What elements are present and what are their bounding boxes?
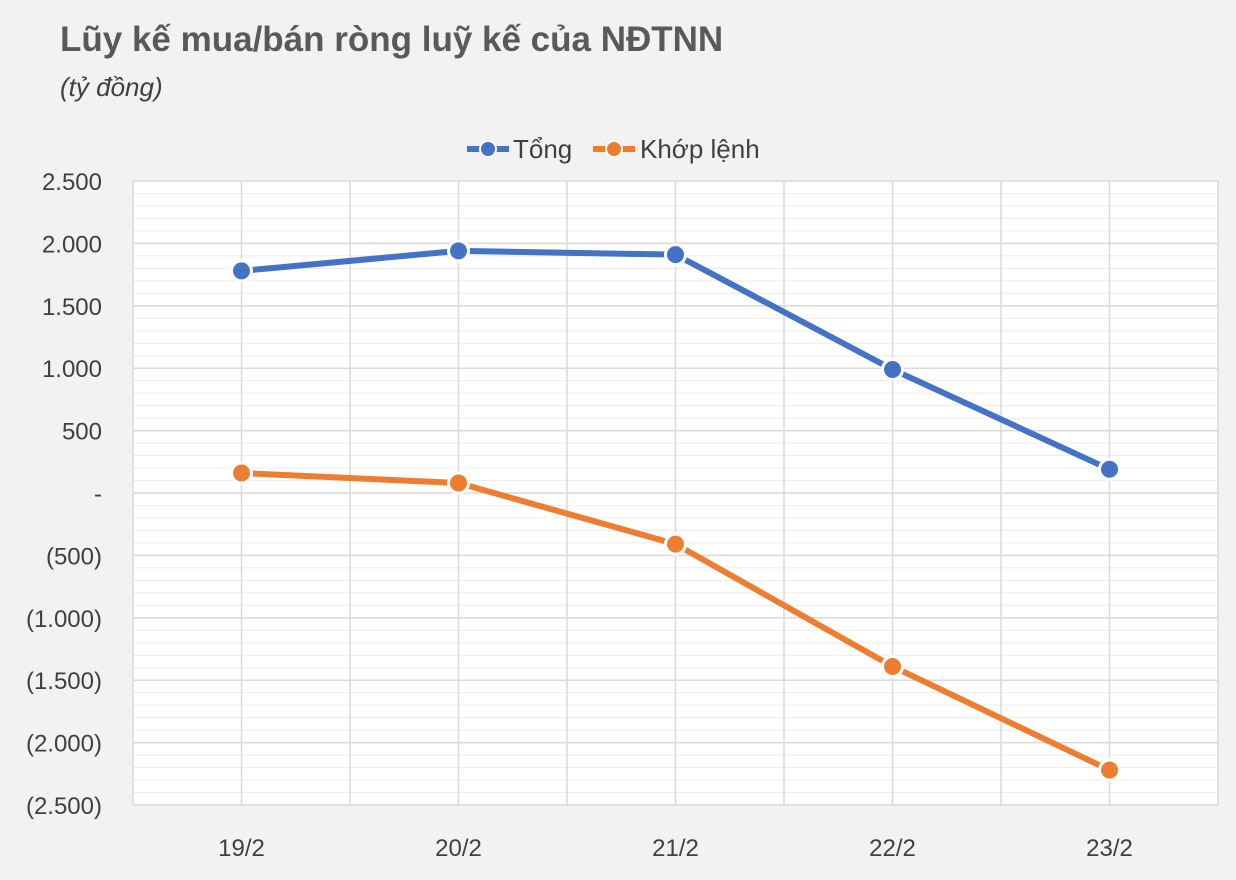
- legend-label: Khớp lệnh: [640, 134, 760, 164]
- data-point: [1098, 457, 1121, 481]
- y-tick-label: (2.500): [26, 793, 102, 820]
- y-tick-label: 2.500: [42, 169, 102, 196]
- chart-title: Lũy kế mua/bán ròng luỹ kế của NĐTNN: [60, 20, 724, 59]
- x-tick-label: 23/2: [1086, 835, 1133, 862]
- data-point: [1098, 758, 1121, 782]
- y-tick-label: 1.500: [42, 294, 102, 321]
- data-point: [447, 471, 470, 495]
- series-layer: [230, 239, 1121, 782]
- y-tick-label: -: [94, 481, 102, 508]
- x-tick-label: 19/2: [218, 835, 265, 862]
- legend-label: Tổng: [513, 134, 572, 164]
- data-point: [664, 532, 687, 556]
- y-tick-label: (500): [46, 543, 102, 570]
- data-point: [230, 259, 253, 283]
- data-point: [664, 243, 687, 267]
- y-tick-label: 2.000: [42, 231, 102, 258]
- data-point: [881, 654, 904, 678]
- data-point: [881, 357, 904, 381]
- y-axis: 2.500 2.000 1.500 1.000 500 - (500) (1.000) (1.5…: [26, 169, 102, 820]
- x-tick-label: 21/2: [652, 835, 699, 862]
- legend-item: Tổng: [467, 134, 572, 164]
- legend-marker: [479, 140, 497, 158]
- series: [230, 239, 1121, 481]
- data-point: [230, 461, 253, 485]
- y-tick-label: 500: [62, 419, 102, 446]
- x-axis: 19/2 20/2 21/2 22/2 23/2: [218, 835, 1133, 862]
- legend-item: Khớp lệnh: [593, 134, 760, 164]
- y-tick-label: (1.000): [26, 606, 102, 633]
- y-tick-label: (1.500): [26, 668, 102, 695]
- legend-marker: [605, 140, 623, 158]
- y-tick-label: 1.000: [42, 356, 102, 383]
- series: [230, 461, 1121, 782]
- y-tick-label: (2.000): [26, 731, 102, 758]
- data-point: [447, 239, 470, 263]
- x-tick-label: 20/2: [435, 835, 482, 862]
- x-tick-label: 22/2: [869, 835, 916, 862]
- chart-legend: Tổng Khớp lệnh: [467, 134, 760, 164]
- major-gridlines: [132, 180, 1219, 806]
- chart-subtitle: (tỷ đồng): [60, 72, 163, 102]
